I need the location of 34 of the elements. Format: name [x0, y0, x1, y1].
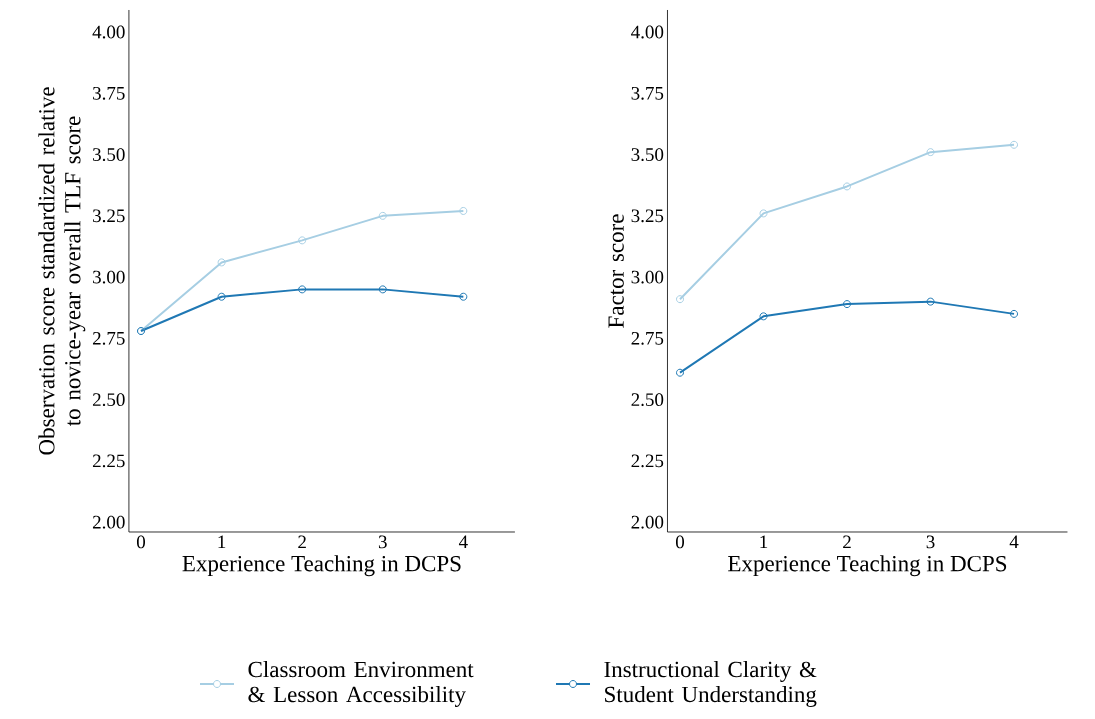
y-tick-label: 2.75 [92, 331, 125, 345]
y-tick-label: 2.25 [631, 454, 664, 468]
y-tick-label: 2.75 [631, 331, 664, 345]
x-tick-label: 0 [675, 535, 685, 549]
x-tick-label: 2 [843, 535, 851, 549]
y-tick-label: 3.00 [93, 270, 125, 284]
x-tick-label: 3 [378, 535, 387, 549]
x-tick-label: 3 [926, 535, 935, 549]
x-tick-label: 4 [458, 535, 468, 549]
legend-label: Classroom Environment & Lesson Accessibility [248, 661, 474, 707]
y-tick-label: 2.25 [92, 454, 125, 468]
y-tick-label: 2.50 [631, 393, 664, 407]
y-tick-label: 3.00 [631, 270, 664, 284]
y-tick-label: 3.25 [631, 209, 664, 223]
y-tick-label: 3.50 [631, 148, 664, 162]
x-tick-label: 1 [218, 535, 226, 549]
y-tick-label: 3.50 [93, 148, 125, 162]
y-tick-label: 2.50 [92, 393, 125, 407]
y-tick-label: 3.75 [93, 86, 125, 100]
y-tick-label: 4.00 [631, 25, 664, 39]
y-axis-title: Observation score standardized relative to novice-year overall TLF score [38, 87, 86, 455]
y-tick-label: 3.25 [93, 209, 125, 223]
x-tick-label: 1 [760, 535, 768, 549]
y-axis-title: Factor score [608, 214, 624, 328]
y-tick-label: 4.00 [92, 25, 125, 39]
x-tick-label: 0 [136, 535, 146, 549]
x-tick-label: 4 [1009, 535, 1019, 549]
legend-label: Instructional Clarity & Student Understanding [604, 661, 817, 707]
x-axis-title: Experience Teaching in DCPS [728, 555, 1007, 577]
y-tick-label: 2.00 [631, 515, 664, 529]
y-tick-label: 3.75 [631, 86, 664, 100]
x-tick-label: 2 [298, 535, 306, 549]
y-tick-label: 2.00 [92, 515, 125, 529]
x-axis-title: Experience Teaching in DCPS [182, 555, 461, 577]
